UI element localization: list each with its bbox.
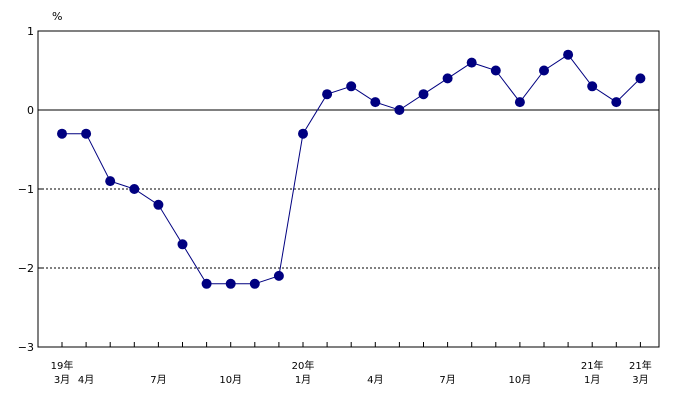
data-point	[57, 128, 67, 139]
data-point	[346, 81, 357, 92]
x-year-label: 19年	[51, 359, 74, 372]
gridlines	[38, 109, 659, 269]
data-point	[322, 89, 333, 100]
series-group	[57, 49, 646, 289]
data-point	[635, 73, 646, 84]
data-point	[442, 73, 453, 84]
data-point	[490, 65, 501, 76]
x-tick-label: 7月	[439, 374, 455, 386]
data-point	[514, 97, 525, 108]
x-axis: 3月 4月 7月 10月 1月 4月 7月 10月 1月 3月 19年 20年 21年 21年	[51, 342, 652, 386]
y-axis: 1 0 −1 −2 −3	[18, 25, 43, 354]
data-point	[273, 270, 284, 281]
data-point	[153, 199, 164, 210]
data-point	[81, 128, 92, 139]
data-point	[105, 176, 116, 187]
data-point	[298, 128, 308, 139]
data-point	[249, 278, 260, 289]
x-year-label: 20年	[292, 359, 315, 372]
data-point	[370, 97, 381, 108]
x-tick-label: 3月	[54, 374, 70, 386]
data-point	[201, 278, 212, 289]
y-tick-label: 0	[27, 104, 34, 117]
data-point	[611, 97, 622, 108]
x-tick-label: 4月	[78, 374, 94, 386]
x-tick-label: 1月	[295, 374, 311, 386]
y-tick-label: −2	[18, 262, 34, 275]
x-tick-label: 3月	[632, 374, 648, 386]
data-point	[225, 278, 236, 289]
y-tick-label: 1	[27, 25, 34, 38]
x-tick-label: 4月	[367, 374, 383, 386]
x-tick-label: 10月	[219, 374, 242, 386]
data-point	[177, 239, 188, 250]
x-tick-label: 7月	[150, 374, 166, 386]
data-point	[394, 105, 405, 115]
x-tick-label: 1月	[584, 374, 600, 386]
unit-label: %	[52, 10, 62, 23]
x-year-label: 21年	[629, 359, 652, 372]
x-tick-label: 10月	[509, 374, 532, 386]
data-point	[129, 184, 140, 194]
y-tick-label: −3	[18, 341, 34, 354]
data-point	[587, 81, 598, 92]
data-point	[466, 57, 477, 68]
y-tick-label: −1	[18, 183, 34, 196]
data-point	[563, 49, 574, 60]
data-point	[418, 89, 429, 100]
x-year-label: 21年	[581, 359, 604, 372]
data-point	[539, 65, 549, 76]
